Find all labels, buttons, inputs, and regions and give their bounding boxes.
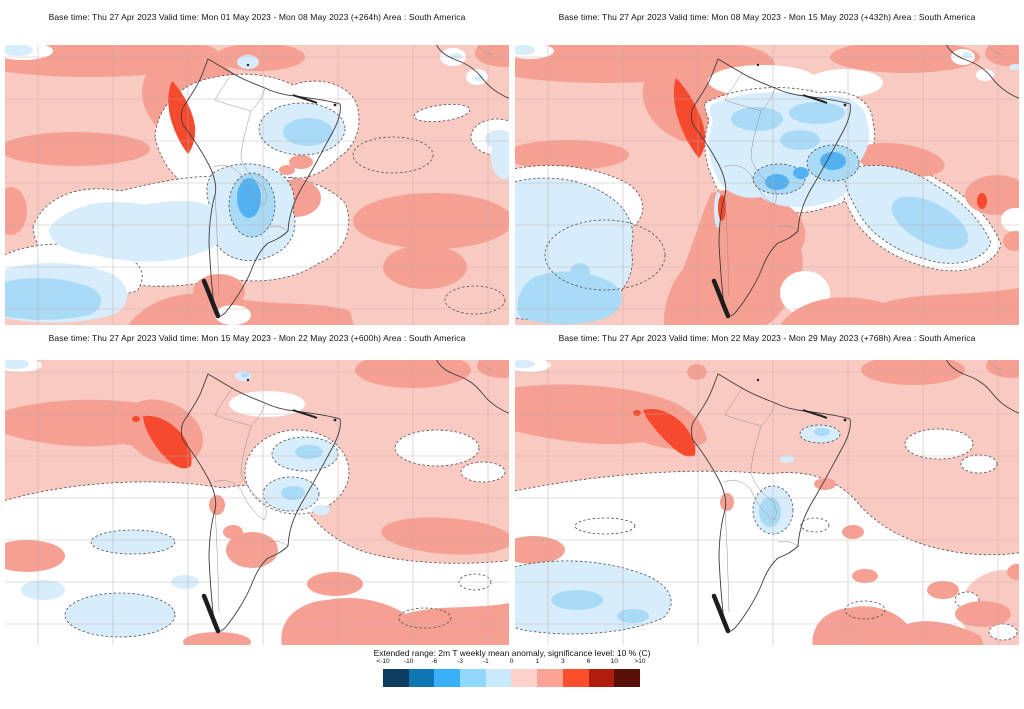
- anomaly-blobs-3: [5, 360, 509, 645]
- legend-ticks: <-10 -10 -6 -3 -1 0 1 3 6 10 >10: [376, 658, 645, 667]
- panel-title-4: Base time: Thu 27 Apr 2023 Valid time: M…: [558, 333, 976, 343]
- map-panel-1: [5, 45, 509, 325]
- legend-colorbar: [383, 669, 640, 687]
- anomaly-blobs-2: [515, 45, 1019, 325]
- panel-title-3: Base time: Thu 27 Apr 2023 Valid time: M…: [48, 333, 466, 343]
- legend-color-swatch: [588, 669, 615, 687]
- map-panel-3: [5, 360, 509, 645]
- legend-color-swatch: [537, 669, 563, 687]
- legend-tick-label: -6: [431, 658, 438, 665]
- legend-color-swatch: [511, 669, 538, 687]
- legend-color-swatch: [460, 669, 486, 687]
- map-panel-4: [515, 360, 1019, 645]
- legend-tick-label: 10: [610, 658, 618, 665]
- legend-color-swatch: [485, 669, 512, 687]
- legend-tick-label: 3: [561, 658, 565, 665]
- legend-tick-label: -10: [403, 658, 414, 665]
- panel-title-1: Base time: Thu 27 Apr 2023 Valid time: M…: [48, 12, 466, 22]
- legend-color-swatch: [408, 669, 435, 687]
- legend-tick-label: 0: [509, 658, 514, 665]
- legend-tick-label: 6: [586, 658, 591, 665]
- legend-color-swatch: [383, 669, 409, 687]
- map-panel-2: [515, 45, 1019, 325]
- anomaly-blobs-1: [5, 45, 509, 325]
- legend-tick-label: <-10: [376, 658, 390, 665]
- legend-color-swatch: [614, 669, 640, 687]
- legend-color-swatch: [562, 669, 589, 687]
- legend-tick-label: >10: [634, 658, 646, 665]
- panel-title-2: Base time: Thu 27 Apr 2023 Valid time: M…: [558, 12, 976, 22]
- legend-tick-label: -3: [457, 658, 463, 665]
- legend-tick-label: 1: [535, 658, 539, 665]
- legend-title: Extended range: 2m T weekly mean anomaly…: [373, 648, 651, 658]
- legend-color-swatch: [434, 669, 461, 687]
- legend-tick-label: -1: [482, 658, 489, 665]
